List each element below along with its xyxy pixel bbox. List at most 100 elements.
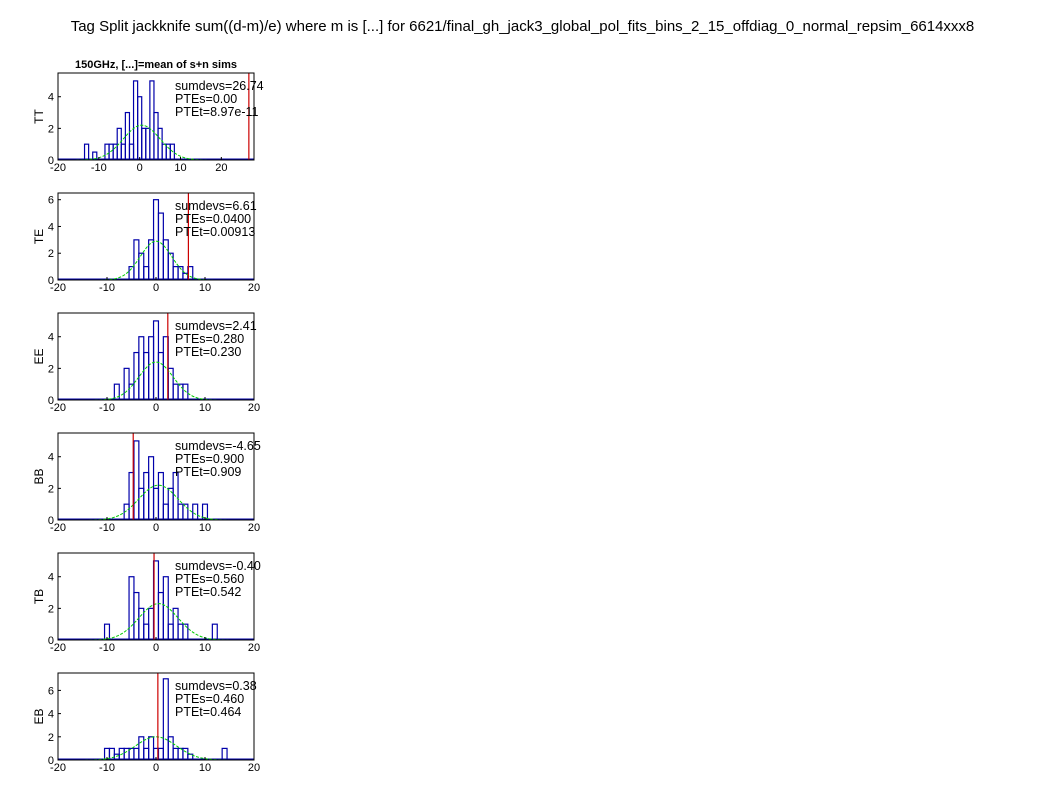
histogram-bin bbox=[138, 607, 145, 640]
histogram-bin bbox=[167, 623, 174, 640]
stat-annotation: sumdevs=-0.40 bbox=[175, 559, 261, 573]
y-axis-label: EE bbox=[32, 348, 46, 364]
x-tick-label: -20 bbox=[50, 642, 66, 654]
y-axis-label: BB bbox=[32, 468, 46, 484]
stat-annotation: PTEt=0.542 bbox=[175, 585, 241, 599]
y-axis-label: TE bbox=[32, 229, 46, 244]
histogram-bin bbox=[143, 471, 150, 520]
histogram-bin bbox=[162, 503, 169, 520]
histogram-bin bbox=[137, 96, 143, 160]
histogram-bin bbox=[148, 736, 155, 760]
histogram-bin bbox=[133, 440, 140, 520]
histogram-bin bbox=[133, 351, 140, 400]
y-tick-label: 0 bbox=[48, 755, 54, 767]
histogram-bin bbox=[152, 487, 160, 520]
histogram-bin bbox=[177, 383, 184, 400]
stat-annotation: PTEs=0.280 bbox=[175, 332, 244, 346]
histogram-bin bbox=[157, 591, 164, 640]
x-tick-label: -10 bbox=[99, 522, 115, 534]
y-tick-label: 6 bbox=[48, 685, 54, 697]
panel-bb: -20 -10 0 10 20 0 2 4BB sumdevs=-4.65PTEs=0.900P… bbox=[32, 432, 261, 534]
x-tick-label: 10 bbox=[199, 642, 211, 654]
histogram-bin bbox=[162, 678, 169, 760]
histogram-bin bbox=[104, 143, 110, 160]
histogram-bin bbox=[108, 143, 114, 160]
histogram-bin bbox=[148, 456, 155, 520]
histogram-bin bbox=[112, 143, 118, 160]
stat-annotation: PTEt=0.909 bbox=[175, 465, 241, 479]
gaussian-fit-curve bbox=[82, 240, 230, 280]
stat-annotation: sumdevs=-4.65 bbox=[175, 439, 261, 453]
figure-title: Tag Split jackknife sum((d-m)/e) where m… bbox=[70, 18, 975, 35]
histogram-bin bbox=[152, 320, 160, 400]
histogram-bin bbox=[211, 623, 218, 640]
y-tick-label: 0 bbox=[48, 275, 54, 287]
histogram-bin bbox=[132, 80, 139, 160]
axes-box bbox=[57, 72, 255, 161]
histogram-bin bbox=[149, 80, 155, 160]
histogram-bin bbox=[161, 143, 167, 160]
x-tick-label: -10 bbox=[99, 402, 115, 414]
histogram-bin bbox=[124, 111, 131, 160]
panel-te: -20 -10 0 10 20 0 2 4 6 TE sumdevs=6.61PTEs=0.0400… bbox=[32, 192, 260, 294]
histogram-bin bbox=[83, 143, 90, 160]
histogram-bin bbox=[182, 503, 189, 520]
stat-annotation: PTEt=0.464 bbox=[175, 705, 241, 719]
histogram-bin bbox=[221, 747, 228, 760]
stat-annotation: PTEt=8.97e-11 bbox=[175, 105, 259, 119]
histogram-bin bbox=[138, 336, 145, 400]
y-tick-label: 2 bbox=[48, 603, 54, 615]
panel-eb: -20 -10 0 10 20 0 2 4 6EB sumdevs=0.38PTEs=0.460P… bbox=[32, 672, 260, 774]
histogram-bin bbox=[143, 623, 150, 640]
x-tick-label: 10 bbox=[174, 162, 186, 174]
x-tick-label: 0 bbox=[153, 402, 159, 414]
histogram-bin bbox=[172, 747, 179, 760]
stat-annotation: PTEs=0.560 bbox=[175, 572, 244, 586]
panel-tb: -20 -10 0 10 20 0 2 4TB sumdevs=-0.40PTEs=0.560P… bbox=[32, 552, 261, 654]
histogram-bin bbox=[167, 736, 174, 760]
stat-annotation: sumdevs=0.38 bbox=[175, 679, 257, 693]
x-tick-label: 10 bbox=[199, 762, 211, 774]
histogram-bin bbox=[165, 143, 171, 160]
histogram-bin bbox=[152, 199, 160, 280]
stat-annotation: PTEt=0.00913 bbox=[175, 225, 255, 239]
x-tick-label: 10 bbox=[199, 402, 211, 414]
y-tick-label: 4 bbox=[48, 332, 54, 344]
y-tick-label: 2 bbox=[48, 363, 54, 375]
x-tick-label: -10 bbox=[99, 282, 115, 294]
y-tick-label: 2 bbox=[48, 732, 54, 744]
y-tick-label: 0 bbox=[48, 155, 54, 167]
y-axis-label: TT bbox=[32, 109, 46, 124]
histogram-bin bbox=[133, 747, 140, 760]
panel-title: 150GHz, [...]=mean of s+n sims bbox=[75, 59, 237, 71]
x-tick-label: 10 bbox=[199, 522, 211, 534]
x-tick-label: -20 bbox=[50, 762, 66, 774]
histogram-bin bbox=[143, 747, 150, 760]
histogram-bin bbox=[138, 736, 145, 760]
gaussian-fit-curve bbox=[58, 736, 245, 760]
x-tick-label: 20 bbox=[248, 282, 260, 294]
histogram-bin bbox=[120, 143, 126, 160]
x-tick-label: 0 bbox=[153, 282, 159, 294]
histogram-bin bbox=[182, 747, 189, 760]
histogram-bin bbox=[192, 503, 199, 520]
stat-annotation: PTEs=0.0400 bbox=[175, 212, 251, 226]
histogram-bin bbox=[169, 143, 175, 160]
histogram-bin bbox=[143, 266, 150, 280]
stat-annotation: PTEt=0.230 bbox=[175, 345, 241, 359]
stat-annotation: PTEs=0.00 bbox=[175, 92, 237, 106]
histogram-bin bbox=[148, 607, 155, 640]
histogram-bin bbox=[123, 367, 130, 400]
y-tick-label: 0 bbox=[48, 635, 54, 647]
y-axis-label: EB bbox=[32, 708, 46, 724]
histogram-bin bbox=[141, 127, 147, 160]
stat-annotation: PTEs=0.900 bbox=[175, 452, 244, 466]
histogram-bin bbox=[133, 591, 140, 640]
y-axis-label: TB bbox=[32, 589, 46, 604]
y-tick-label: 2 bbox=[48, 248, 54, 260]
gaussian-fit-curve bbox=[67, 361, 245, 400]
x-tick-label: 10 bbox=[199, 282, 211, 294]
y-tick-label: 0 bbox=[48, 395, 54, 407]
x-tick-label: -20 bbox=[50, 162, 66, 174]
x-tick-label: -20 bbox=[50, 402, 66, 414]
